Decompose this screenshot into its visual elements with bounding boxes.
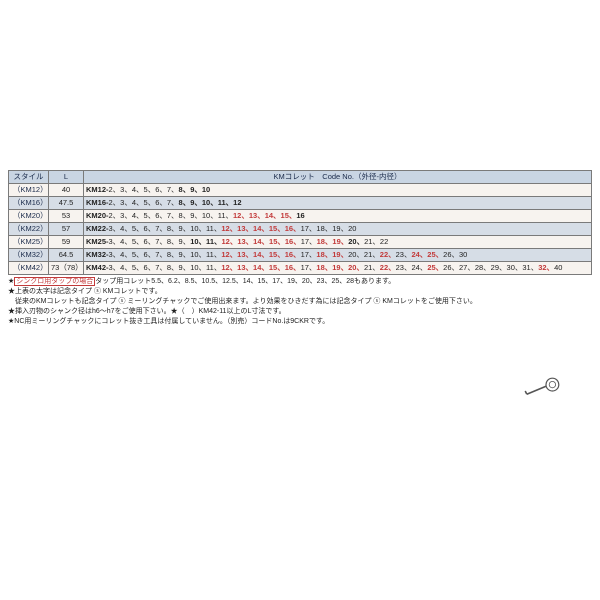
header-style: スタイル <box>9 171 49 184</box>
cell-l: 59 <box>49 236 84 249</box>
cell-l: 64.5 <box>49 249 84 262</box>
cell-style: （KM42） <box>9 262 49 275</box>
cell-l: 53 <box>49 210 84 223</box>
cell-style: （KM22） <box>9 223 49 236</box>
km-collet-table: スタイル L KMコレット Code No.（外径-内径） （KM12） 40 … <box>8 170 592 275</box>
cell-l: 57 <box>49 223 84 236</box>
cell-code: KM16-2、3、4、5、6、7、8、9、10、11、12 <box>84 197 592 210</box>
cell-l: 47.5 <box>49 197 84 210</box>
highlight-label: シンクロ用タップの場合 <box>14 277 95 286</box>
cell-style: （KM25） <box>9 236 49 249</box>
table-row: （KM16） 47.5 KM16-2、3、4、5、6、7、8、9、10、11、1… <box>9 197 592 210</box>
note-line: ★NC用ミーリングチャックにコレット抜き工具は付属していません。（別売）コードN… <box>8 317 592 327</box>
note-line: ★シンクロ用タップの場合タップ用コレット5.5、6.2、8.5、10.5、12.… <box>8 277 592 287</box>
cell-code: KM22-3、4、5、6、7、8、9、10、11、12、13、14、15、16、… <box>84 223 592 236</box>
cell-code: KM20-2、3、4、5、6、7、8、9、10、11、12、13、14、15、1… <box>84 210 592 223</box>
table-row: （KM32） 64.5 KM32-3、4、5、6、7、8、9、10、11、12、… <box>9 249 592 262</box>
note-line: ★上表の太字は記念タイプ ⓢ KMコレットです。 <box>8 287 592 297</box>
header-code: KMコレット Code No.（外径-内径） <box>84 171 592 184</box>
catalog-content: スタイル L KMコレット Code No.（外径-内径） （KM12） 40 … <box>8 170 592 327</box>
notes-block: ★シンクロ用タップの場合タップ用コレット5.5、6.2、8.5、10.5、12.… <box>8 277 592 327</box>
cell-code: KM32-3、4、5、6、7、8、9、10、11、12、13、14、15、16、… <box>84 249 592 262</box>
table-row: （KM25） 59 KM25-3、4、5、6、7、8、9、10、11、12、13… <box>9 236 592 249</box>
key-wrench-icon <box>522 372 562 402</box>
note-line: 従来のKMコレットも記念タイプ ⓢ ミーリングチャックでご使用出来ます。より効果… <box>8 297 592 307</box>
cell-code: KM25-3、4、5、6、7、8、9、10、11、12、13、14、15、16、… <box>84 236 592 249</box>
table-row: （KM12） 40 KM12-2、3、4、5、6、7、8、9、10 <box>9 184 592 197</box>
cell-style: （KM20） <box>9 210 49 223</box>
cell-style: （KM32） <box>9 249 49 262</box>
table-header-row: スタイル L KMコレット Code No.（外径-内径） <box>9 171 592 184</box>
table-row: （KM22） 57 KM22-3、4、5、6、7、8、9、10、11、12、13… <box>9 223 592 236</box>
cell-code: KM12-2、3、4、5、6、7、8、9、10 <box>84 184 592 197</box>
note-line: ★挿入刃物のシャンク径はh6〜h7をご使用下さい。★（ ）KM42-11以上のL… <box>8 307 592 317</box>
cell-style: （KM16） <box>9 197 49 210</box>
cell-style: （KM12） <box>9 184 49 197</box>
cell-l: 73（78） <box>49 262 84 275</box>
table-row: （KM42） 73（78） KM42-3、4、5、6、7、8、9、10、11、1… <box>9 262 592 275</box>
cell-l: 40 <box>49 184 84 197</box>
cell-code: KM42-3、4、5、6、7、8、9、10、11、12、13、14、15、16、… <box>84 262 592 275</box>
table-row: （KM20） 53 KM20-2、3、4、5、6、7、8、9、10、11、12、… <box>9 210 592 223</box>
header-l: L <box>49 171 84 184</box>
